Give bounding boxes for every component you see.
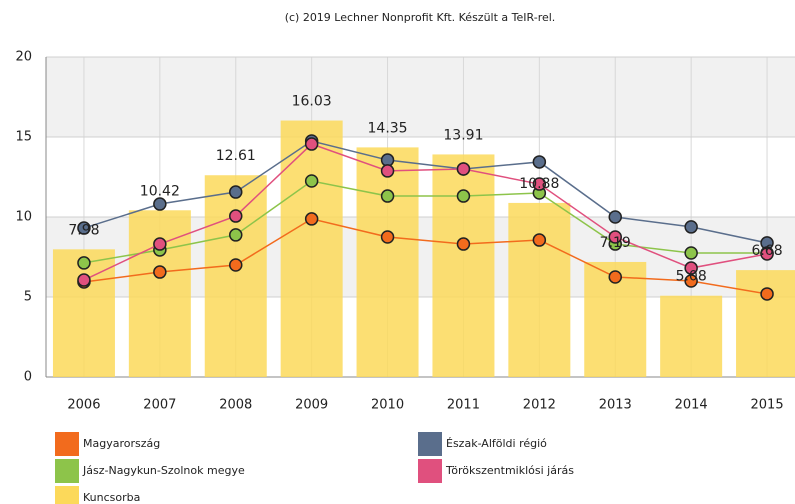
x-tick-label: 2013 [599, 398, 632, 413]
point [684, 261, 698, 275]
bar [280, 120, 343, 378]
point [229, 228, 243, 242]
chart-title: (c) 2019 Lechner Nonprofit Kft. Készült … [285, 11, 556, 24]
data-label: 5.08 [676, 269, 707, 285]
x-tick-label: 2014 [675, 398, 708, 413]
legend-swatch [55, 459, 79, 483]
point [304, 212, 319, 226]
point [77, 221, 91, 235]
data-label: 10.42 [140, 183, 180, 199]
bar [356, 147, 419, 377]
point [153, 197, 167, 211]
y-tick-label: 15 [15, 130, 32, 145]
line [83, 143, 768, 281]
legend-label: Magyarország [83, 437, 160, 450]
bar [204, 175, 267, 377]
legend-label: Törökszentmiklósi járás [445, 464, 574, 477]
point [456, 162, 471, 176]
x-tick-label: 2010 [371, 398, 404, 413]
legend-label: Észak-Alföldi régió [446, 437, 547, 450]
legend-swatch [418, 459, 442, 483]
point [608, 210, 622, 224]
point [304, 137, 319, 151]
point [229, 185, 243, 199]
legend-label: Kuncsorba [83, 491, 140, 504]
line [83, 180, 768, 264]
data-label: 10.88 [519, 176, 559, 192]
x-tick-label: 2008 [219, 398, 252, 413]
bar [432, 154, 495, 377]
point [760, 247, 774, 261]
x-tick-label: 2015 [751, 398, 784, 413]
point [456, 189, 471, 203]
line [83, 140, 768, 244]
bar [508, 202, 571, 377]
point [684, 246, 698, 260]
point [532, 233, 547, 247]
x-tick-label: 2009 [295, 398, 328, 413]
point [153, 265, 167, 279]
legend-swatch [55, 486, 79, 504]
point [229, 209, 243, 223]
bar [660, 295, 723, 377]
data-label: 13.91 [443, 127, 483, 143]
x-tick-label: 2011 [447, 398, 480, 413]
line [83, 218, 768, 295]
point [229, 258, 243, 272]
point [77, 256, 91, 270]
data-label: 16.03 [292, 94, 332, 110]
y-tick-label: 0 [24, 370, 32, 385]
point [77, 273, 91, 287]
data-label: 7.19 [600, 235, 631, 251]
bar [736, 270, 795, 377]
x-tick-label: 2006 [67, 398, 100, 413]
point [304, 174, 319, 188]
legend-swatch [55, 432, 79, 456]
x-tick-label: 2007 [143, 398, 176, 413]
grid-band [46, 57, 795, 137]
point [532, 177, 547, 191]
data-label: 6.68 [751, 243, 782, 259]
y-tick-label: 5 [24, 290, 32, 305]
data-label: 12.61 [216, 148, 256, 164]
point [380, 230, 395, 244]
point [532, 155, 547, 169]
data-label: 14.35 [368, 120, 408, 136]
point [684, 220, 698, 234]
point [760, 287, 774, 301]
point [380, 164, 395, 178]
point [380, 189, 395, 203]
y-tick-label: 10 [15, 210, 32, 225]
data-label: 7.98 [68, 222, 99, 238]
legend-label: Jász-Nagykun-Szolnok megye [82, 464, 245, 477]
point [153, 237, 167, 251]
legend-swatch [418, 432, 442, 456]
point [608, 230, 622, 244]
point [684, 274, 698, 288]
point [608, 270, 622, 284]
x-tick-label: 2012 [523, 398, 556, 413]
y-tick-label: 20 [15, 50, 32, 65]
point [456, 237, 471, 251]
